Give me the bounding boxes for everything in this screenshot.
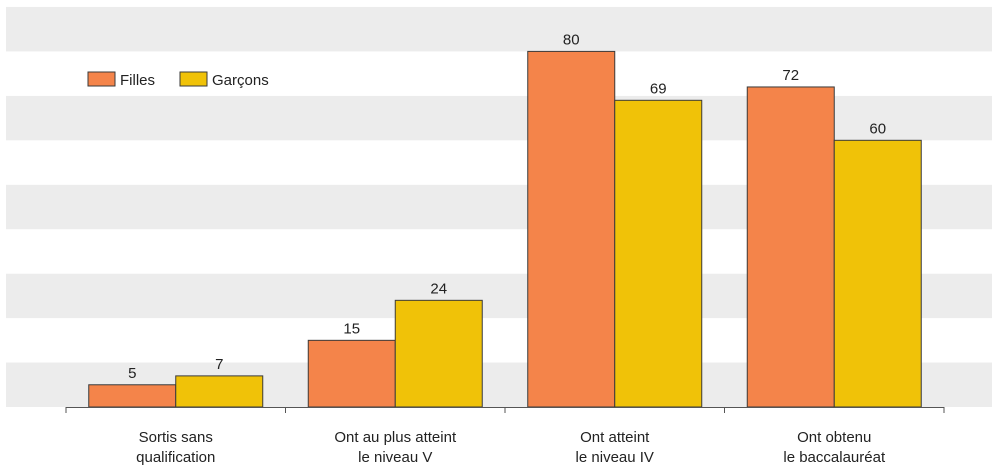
category-label-2-line-1: Ont au plus atteint (334, 429, 457, 446)
legend-label-garcons: Garçons (212, 72, 269, 89)
category-label-4-line-2: le baccalauréat (783, 449, 886, 466)
x-axis (65, 407, 945, 413)
category-label-4-line-1: Ont obtenu (797, 429, 871, 446)
bar-filles-4 (746, 86, 835, 408)
legend-label-filles: Filles (120, 72, 155, 89)
legend: Filles Garçons (87, 71, 269, 89)
grid-band (6, 95, 992, 141)
value-label-filles-3: 80 (563, 31, 580, 48)
category-label-3-line-2: le niveau IV (576, 449, 654, 466)
value-labels: 5 7 15 24 80 69 72 60 (128, 31, 886, 381)
bar-filles-2 (307, 339, 396, 408)
value-label-garcons-2: 24 (430, 280, 447, 297)
value-label-filles-4: 72 (782, 67, 799, 84)
value-label-filles-2: 15 (343, 320, 360, 337)
legend-swatch-garcons (179, 71, 208, 87)
bar-garcons-4 (833, 139, 922, 408)
value-label-filles-1: 5 (128, 365, 136, 382)
bar-filles-1 (88, 384, 177, 408)
legend-swatch-filles (87, 71, 116, 87)
bar-filles-3 (527, 50, 616, 408)
category-labels: Sortis sans qualification Ont au plus atte… (136, 429, 886, 466)
bars (88, 50, 922, 408)
bar-garcons-1 (175, 375, 264, 408)
value-label-garcons-4: 60 (869, 120, 886, 137)
grid-band (6, 6, 992, 52)
value-label-garcons-3: 69 (650, 80, 667, 97)
category-label-2-line-2: le niveau V (358, 449, 432, 466)
category-label-3-line-1: Ont atteint (580, 429, 650, 446)
value-label-garcons-1: 7 (215, 356, 223, 373)
category-label-1-line-2: qualification (136, 449, 215, 466)
bar-garcons-2 (394, 299, 483, 408)
category-label-1-line-1: Sortis sans (139, 429, 213, 446)
bar-garcons-3 (614, 99, 703, 408)
